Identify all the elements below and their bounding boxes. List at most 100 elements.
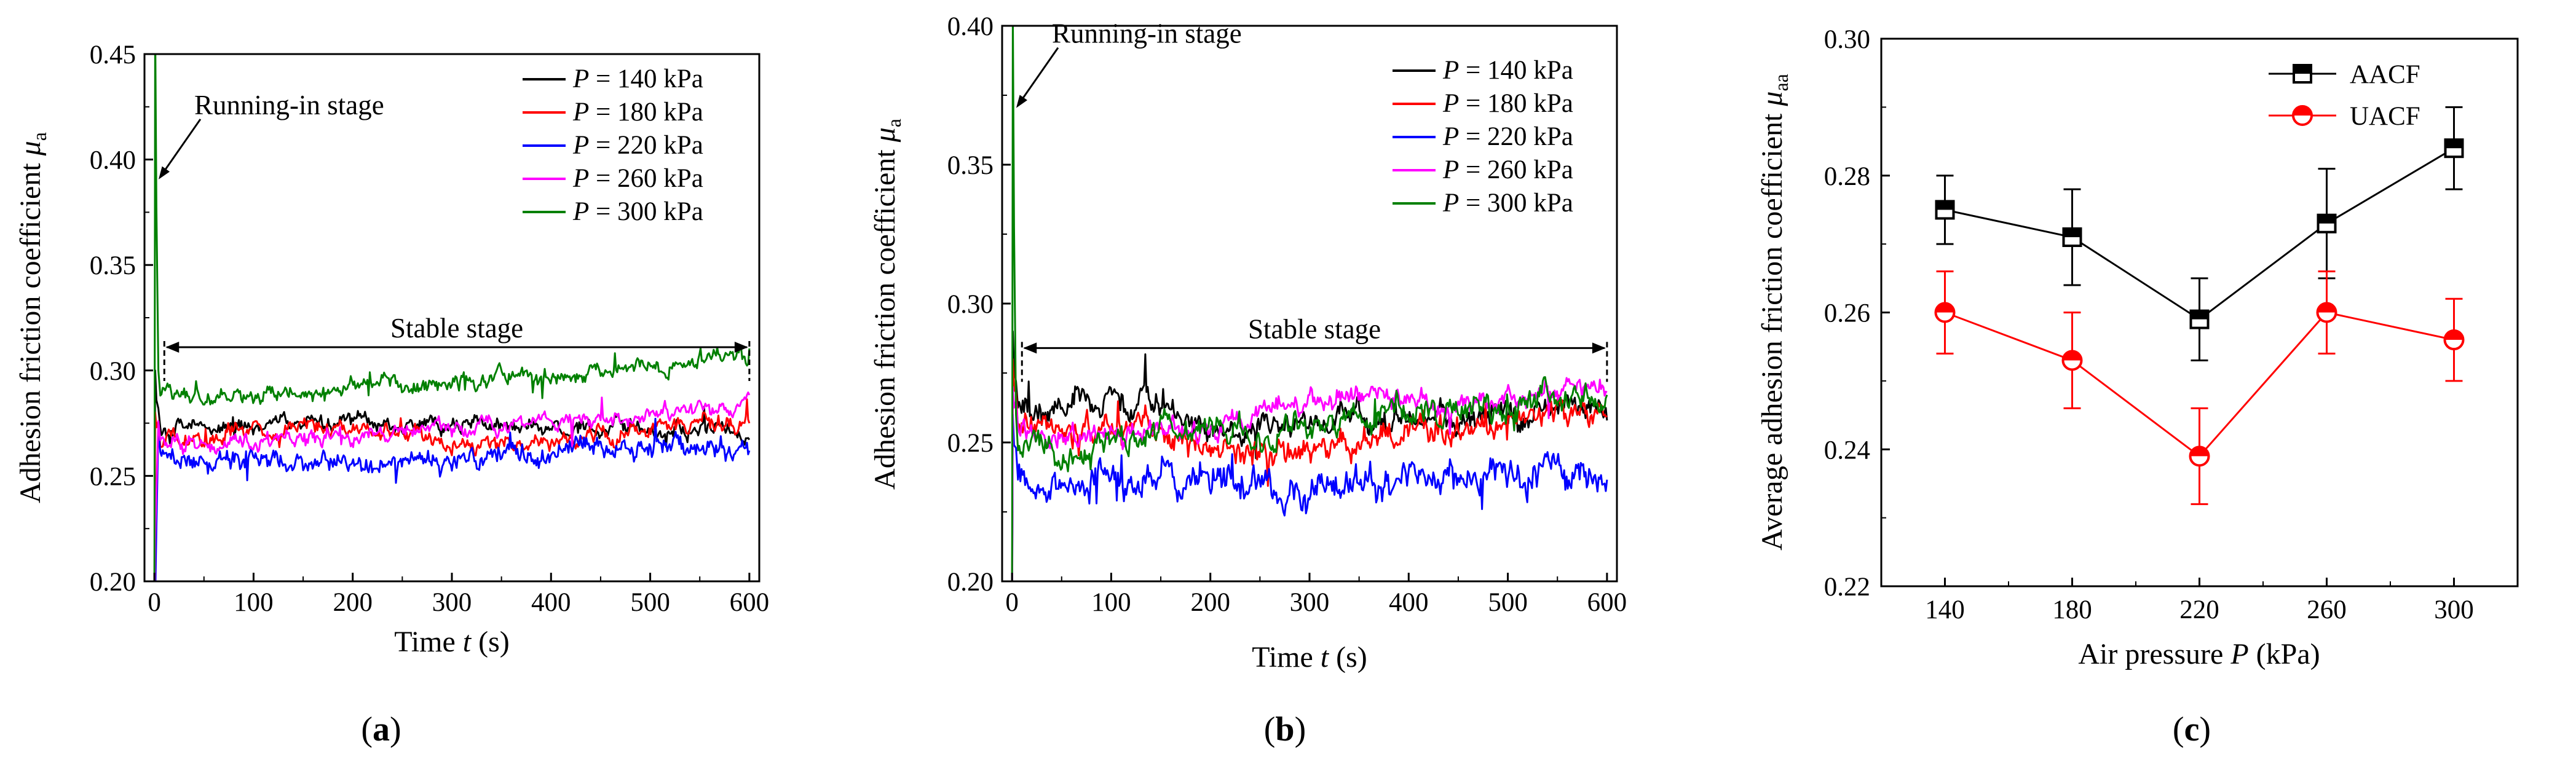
b-legend-var: P (1442, 155, 1459, 184)
a-running-in-arrow-head (158, 166, 170, 179)
b-legend-value: = 220 kPa (1459, 122, 1573, 151)
panel-c-label: (c) (2173, 710, 2211, 748)
b-series-line-220 (1011, 414, 1608, 581)
b-x-tick-label: 500 (1488, 588, 1528, 617)
b-running-in-arrow-head (1016, 95, 1027, 108)
a-x-tick-label: 500 (630, 588, 670, 617)
b-stable-stage-label: Stable stage (1248, 313, 1381, 344)
a-legend-value: = 220 kPa (589, 131, 703, 160)
c-point-uacf-fill (2190, 447, 2209, 457)
b-x-tick-label: 300 (1290, 588, 1330, 617)
b-series-line-180 (1011, 358, 1608, 581)
panel-a-label: (a) (361, 710, 401, 748)
panel-b-label: (b) (1264, 710, 1306, 748)
c-legend: AACF UACF (2269, 60, 2420, 131)
a-series-line-260 (154, 391, 751, 581)
c-legend-swatch-marker-uacf-fill (2293, 106, 2312, 116)
b-annotations: Stable stage Running-in stage (1016, 18, 1608, 382)
c-x-tick-label: 220 (2179, 595, 2219, 624)
a-legend-value: = 260 kPa (589, 164, 703, 193)
a-x-tick-label: 200 (333, 588, 373, 617)
a-legend-label: P = 300 kPa (572, 197, 703, 226)
c-x-tick-label: 180 (2052, 595, 2092, 624)
a-series-group (153, 54, 751, 581)
c-y-tick-label: 0.28 (1824, 162, 1870, 191)
a-annotations: Stable stage Running-in stage (158, 90, 751, 382)
c-point-uacf-fill (2063, 351, 2082, 361)
a-legend-label: P = 140 kPa (572, 65, 703, 93)
b-legend-value: = 300 kPa (1459, 189, 1573, 218)
a-x-axis-title: Time t (s) (394, 626, 510, 658)
b-y-tick-label: 0.30 (947, 290, 994, 319)
b-series-line-300 (1011, 26, 1608, 581)
b-y-tick-label: 0.40 (947, 12, 994, 41)
a-y-tick-label: 0.35 (90, 251, 136, 280)
c-point-uacf-fill (2444, 331, 2463, 340)
b-legend-value: = 140 kPa (1459, 56, 1573, 85)
b-stable-arrow-right (1592, 342, 1606, 354)
b-running-in-arrow-shaft (1017, 47, 1059, 105)
c-series-group (1934, 106, 2465, 505)
b-running-in-stage-label: Running-in stage (1052, 18, 1242, 49)
a-y-axis-title: Adhesion friction coefficient μa (14, 132, 50, 503)
a-y-tick-label: 0.20 (90, 568, 136, 597)
panel-a-chart: Stable stage Running-in stage 0 100 200 300 4… (14, 41, 769, 748)
a-axis-ticks: 0 100 200 300 400 500 600 0.20 0.25 0.30 0.35 0.40 0… (90, 41, 769, 617)
a-legend-label: P = 220 kPa (572, 131, 703, 160)
a-legend-label: P = 260 kPa (572, 164, 703, 193)
b-legend-value: = 260 kPa (1459, 155, 1573, 184)
b-legend-label: P = 180 kPa (1442, 89, 1573, 118)
a-legend-value: = 300 kPa (589, 197, 703, 226)
b-legend-label: P = 260 kPa (1442, 155, 1573, 184)
b-legend-label: P = 300 kPa (1442, 189, 1573, 218)
c-legend-label-uacf: UACF (2350, 102, 2420, 131)
b-legend-var: P (1442, 122, 1459, 151)
b-x-tick-label: 600 (1587, 588, 1627, 617)
c-point-aacf-fill (2191, 310, 2208, 320)
b-series-group (1011, 26, 1608, 581)
a-series-line-180 (153, 398, 751, 581)
c-point-aacf-fill (1936, 201, 1954, 210)
b-legend-var: P (1442, 189, 1459, 218)
a-legend-label: P = 180 kPa (572, 98, 703, 127)
a-y-tick-label: 0.40 (90, 146, 136, 175)
b-stable-arrow-left (1023, 342, 1037, 354)
c-x-tick-label: 260 (2307, 595, 2347, 624)
b-y-axis-title: Adhesion friction coefficient μa (869, 119, 905, 490)
b-legend-label: P = 220 kPa (1442, 122, 1573, 151)
a-x-tick-label: 400 (531, 588, 571, 617)
c-point-aacf-fill (2318, 214, 2336, 224)
b-x-axis-title: Time t (s) (1252, 641, 1367, 674)
b-legend-var: P (1442, 89, 1459, 118)
a-series-line-140 (153, 369, 751, 581)
c-legend-label-aacf: AACF (2350, 60, 2420, 89)
a-x-tick-label: 600 (730, 588, 770, 617)
a-x-tick-label: 0 (148, 588, 161, 617)
b-y-tick-label: 0.35 (947, 151, 994, 180)
c-axis-ticks: 140 180 220 260 300 0.22 0.24 0.26 0.28 0.30 (1824, 25, 2474, 624)
b-x-tick-label: 200 (1190, 588, 1230, 617)
c-y-tick-label: 0.30 (1824, 25, 1870, 54)
b-x-tick-label: 100 (1091, 588, 1131, 617)
a-y-tick-label: 0.45 (90, 41, 136, 69)
c-point-uacf-fill (1935, 303, 1954, 313)
a-stable-stage-label: Stable stage (390, 313, 523, 344)
a-running-in-arrow-shaft (160, 119, 202, 176)
panel-b-chart: Stable stage Running-in stage 0 100 200 300 4… (869, 12, 1627, 748)
b-legend-label: P = 140 kPa (1442, 56, 1573, 85)
a-legend-var: P (572, 131, 589, 160)
a-series-line-300 (153, 54, 751, 581)
c-y-tick-label: 0.24 (1824, 436, 1870, 465)
a-legend-var: P (572, 197, 589, 226)
c-y-axis-title: Average adhesion friction coefficient μa… (1756, 74, 1792, 551)
a-running-in-stage-label: Running-in stage (194, 90, 384, 120)
b-x-tick-label: 400 (1389, 588, 1429, 617)
a-legend-var: P (572, 65, 589, 93)
a-legend-var: P (572, 164, 589, 193)
c-point-uacf-fill (2317, 303, 2336, 313)
a-x-tick-label: 300 (432, 588, 472, 617)
b-y-tick-label: 0.20 (947, 568, 994, 597)
